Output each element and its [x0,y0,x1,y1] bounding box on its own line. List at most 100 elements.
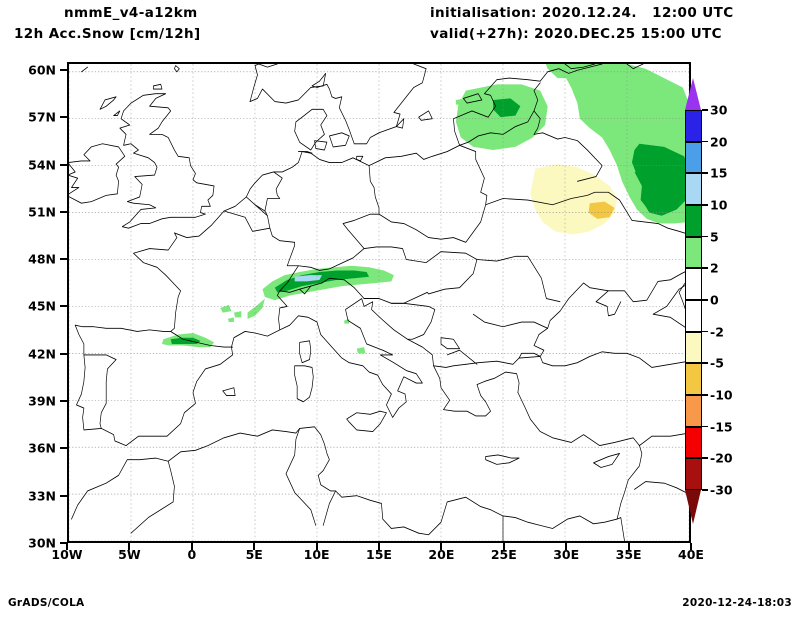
colorbar-tick [702,235,708,238]
coastline-iceland [81,66,88,73]
colorbar-tick-label: 20 [710,134,728,150]
colorbar-tick-label: -5 [710,355,724,371]
coastline-bBe [254,204,266,212]
coastline-rugen [356,155,364,162]
lon-tick [502,543,505,550]
lon-tick [190,543,193,550]
coastline-bNl [264,171,283,217]
lon-tick-label: 10E [303,547,330,562]
lat-tick [60,258,67,261]
lon-tick [378,543,380,550]
shade-baltics-2to5 [455,84,548,151]
footer-attribution: GrADS/COLA [8,597,85,609]
coastline-shetland [174,65,180,73]
coastline-balearics [222,387,236,396]
lat-tick [60,447,67,450]
coastline-azov [595,290,622,317]
colorbar-band [685,268,702,300]
coastline-zealand [329,132,350,148]
lat-tick [60,210,67,213]
coastline-bTr [518,352,541,359]
colorbar-tick [702,204,708,206]
header-valid-time: valid(+27h): 2020.DEC.25 15:00 UTC [430,26,722,42]
coastline-ireland [69,143,126,204]
colorbar-band [685,173,702,205]
coastline-bRoBg [472,313,548,329]
coastline-britain [119,93,215,229]
lon-tick-label: 30E [553,547,580,562]
coastline-hebrides [99,96,117,110]
coastline-bFrDe [245,196,299,292]
colorbar-tick-label: -20 [710,450,733,466]
lon-tick [253,543,256,550]
shade-alps-2to5 [262,265,394,301]
colorbar-tick [702,457,708,459]
coastline-paths [69,64,689,541]
colorbar-band [685,141,702,174]
coastline-bEgIl [616,517,625,541]
map-plot-area[interactable] [67,62,691,543]
shade-pyrenees-5to10 [170,337,201,344]
coastline-bPtEs [83,354,117,429]
coastline-bByRu [533,132,603,182]
lat-tick-label: 39N [28,393,56,409]
colorbar-band [685,426,702,459]
colorbar-band [685,458,702,490]
lat-tick [60,352,67,355]
coastline-skye [113,110,121,117]
coastline-oland [396,118,405,129]
lat-tick [60,68,67,71]
coastline-blackSea [538,270,689,335]
lat-tick-label: 30N [28,535,56,551]
lon-tick-label: 15E [366,547,392,562]
shade-apennine [356,347,366,354]
coastline-bUaBy [485,191,689,235]
shade-belarus-rain-core [588,201,615,219]
precip-shading-layer [162,64,689,354]
lon-tick [128,543,131,550]
coastline-bFrIt [276,290,288,331]
shade-russia-core [634,171,672,212]
coastline-anatolia [418,391,643,536]
coastline-iberia [74,64,603,332]
coastline-bHrBa [391,302,436,340]
coastline-cyprus [593,452,620,468]
colorbar-band [685,236,702,269]
coastline-bGrAl [433,363,467,368]
colorbar-tick [702,140,708,143]
colorbar-tick-label: -30 [710,482,733,498]
shade-alps-10to15 [294,275,322,282]
coastline-bFrBe [223,210,271,232]
header-model-name: nmmE_v4-a12km [64,5,198,21]
colorbar[interactable] [685,78,702,530]
colorbar-tick [702,267,708,269]
coastline-onega [626,64,644,70]
header-field-name: 12h Acc.Snow [cm/12h] [14,26,201,42]
coastline-norway [249,64,427,145]
lat-tick [60,305,67,308]
colorbar-tick-label: -2 [710,324,724,340]
colorbar-band [685,110,702,142]
colorbar-tick [702,394,708,396]
coastline-bAtIt [279,277,365,300]
coastline-crete [485,454,520,465]
lon-tick [440,543,443,550]
lat-tick-label: 60N [28,62,56,78]
shade-massif-a [220,304,232,313]
colorbar-band [685,331,702,364]
lat-tick [60,400,67,403]
coastline-bTnLy [322,490,336,526]
colorbar-band [685,205,702,237]
shade-island-patch [455,98,465,105]
lat-tick-label: 33N [28,488,56,504]
colorbar-tick-label: 5 [710,229,719,245]
colorbar-tick-label: 10 [710,197,728,213]
lat-tick-label: 57N [28,109,56,125]
shade-alps-sw [247,298,265,319]
colorbar-band [685,395,702,427]
lat-tick-label: 51N [28,204,56,220]
coastline-bSyr [634,481,689,495]
lon-tick-label: 25E [490,547,517,562]
lat-tick-label: 36N [28,440,56,456]
shade-massif-b [233,311,242,318]
